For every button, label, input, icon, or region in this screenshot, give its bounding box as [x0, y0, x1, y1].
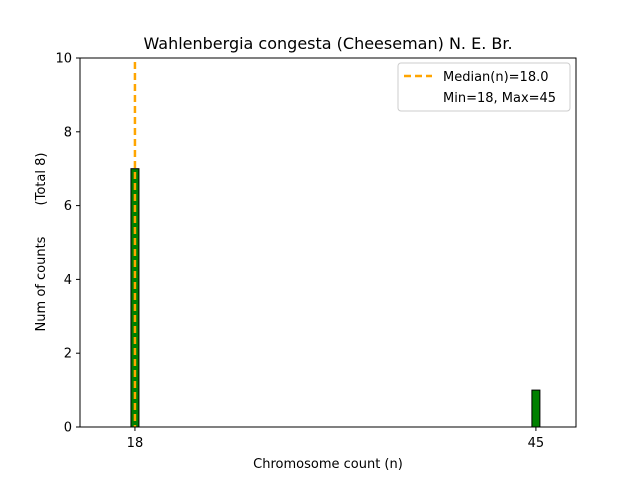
- x-tick-label-45: 45: [528, 436, 545, 451]
- legend: Median(n)=18.0 Min=18, Max=45: [397, 62, 571, 112]
- y-tick-label-10: 10: [55, 52, 72, 67]
- y-tick-label-4: 4: [64, 273, 72, 288]
- y-tick-label-2: 2: [64, 347, 72, 362]
- y-axis-total-label: (Total 8): [34, 153, 49, 206]
- y-axis-label: Num of counts: [34, 236, 49, 331]
- plot-frame: [79, 57, 577, 428]
- bar-45: [531, 389, 541, 428]
- x-tick-label-18: 18: [127, 436, 144, 451]
- x-axis-label: Chromosome count (n): [253, 457, 403, 472]
- chart-title: Wahlenbergia congesta (Cheeseman) N. E. …: [143, 34, 512, 53]
- y-tick-label-6: 6: [64, 199, 72, 214]
- y-tick-label-0: 0: [64, 421, 72, 436]
- y-axis: 0 2 4 6 8 10: [55, 52, 80, 436]
- legend-range-label: Min=18, Max=45: [443, 91, 556, 106]
- y-tick-label-8: 8: [64, 125, 72, 140]
- x-axis: 18 45: [127, 427, 545, 451]
- legend-box: [397, 62, 571, 112]
- bars: [130, 168, 541, 428]
- legend-median-label: Median(n)=18.0: [443, 70, 549, 85]
